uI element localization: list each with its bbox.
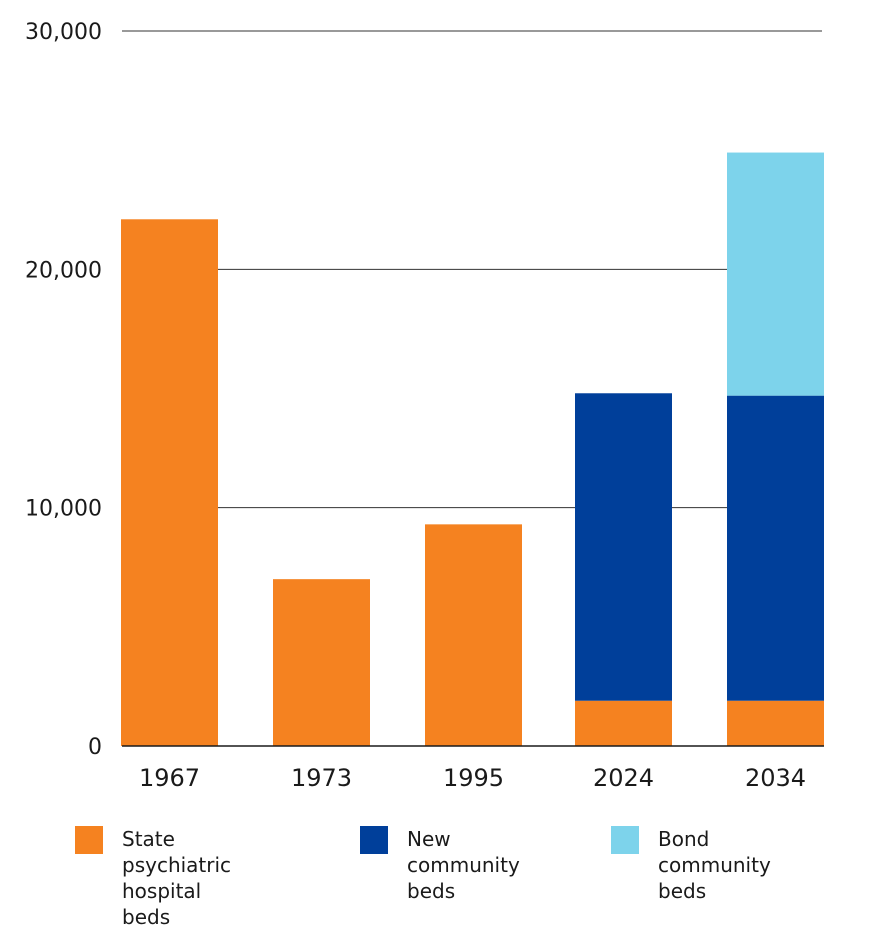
legend-label-new-community-beds: New community beds [407, 827, 520, 903]
bar-1973-state-psychiatric-hospital-beds [273, 579, 370, 746]
legend-label-bond-community-beds: Bond community beds [658, 827, 771, 903]
bar-1995-state-psychiatric-hospital-beds [425, 524, 522, 746]
legend-swatch-new-community-beds [360, 826, 388, 854]
y-tick-label-0: 0 [88, 735, 102, 760]
x-axis-ticks: 1967 1973 1995 2024 2034 [139, 764, 806, 792]
legend: State psychiatric hospital beds New comm… [0, 826, 874, 929]
legend-swatch-state-psychiatric-hospital-beds [75, 826, 103, 854]
bar-2034-bond-community-beds [727, 152, 824, 396]
legend-label-state-psychiatric-hospital-beds: State psychiatric hospital beds [122, 827, 232, 929]
x-tick-label-1967: 1967 [139, 764, 200, 792]
legend-swatch-bond-community-beds [611, 826, 639, 854]
y-axis-ticks: 0 10,000 20,000 30,000 [25, 20, 102, 760]
x-tick-label-2034: 2034 [745, 764, 806, 792]
bar-2024-new-community-beds [575, 393, 672, 701]
bar-2024-state-psychiatric-hospital-beds [575, 700, 672, 746]
bar-1967-state-psychiatric-hospital-beds [121, 219, 218, 747]
x-tick-label-2024: 2024 [593, 764, 654, 792]
y-tick-label-10-000: 10,000 [25, 497, 102, 522]
x-tick-label-1995: 1995 [443, 764, 504, 792]
bars [121, 152, 824, 747]
bar-2034-new-community-beds [727, 395, 824, 701]
bar-2034-state-psychiatric-hospital-beds [727, 700, 824, 746]
x-tick-label-1973: 1973 [291, 764, 352, 792]
gridlines [122, 30, 822, 509]
y-tick-label-30-000: 30,000 [25, 20, 102, 45]
y-tick-label-20-000: 20,000 [25, 258, 102, 283]
bed-count-chart: 0 10,000 20,000 30,000 1967 1973 1995 2024 2034 [25, 20, 824, 792]
